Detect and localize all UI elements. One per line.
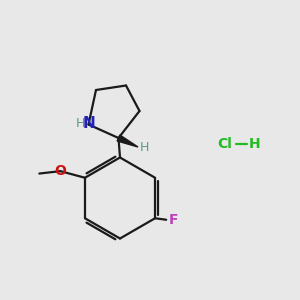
Text: H: H (75, 117, 85, 130)
Text: F: F (169, 213, 179, 227)
Text: O: O (54, 164, 66, 178)
Text: N: N (83, 116, 95, 131)
Text: H: H (140, 141, 149, 154)
Text: H: H (249, 137, 261, 151)
Text: Cl: Cl (218, 137, 232, 151)
Polygon shape (117, 135, 138, 147)
